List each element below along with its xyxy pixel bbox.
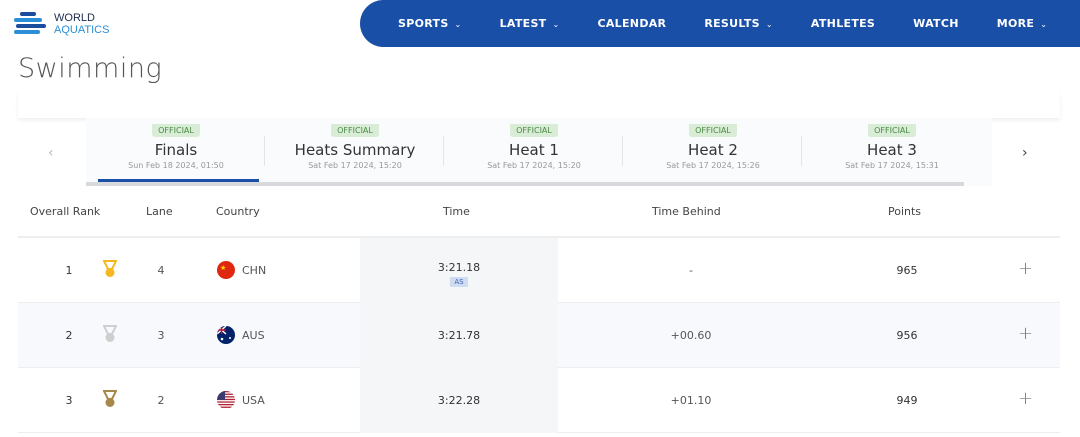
expand-plus-icon[interactable]: + (1018, 258, 1034, 279)
divider (18, 236, 1060, 238)
header: WORLD AQUATICS SPORTS ⌄ LATEST ⌄ CALENDAR RESU… (0, 0, 1080, 47)
official-badge: OFFICIAL (868, 124, 916, 137)
logo-line2: AQUATICS (54, 24, 110, 36)
header-country[interactable]: Country (216, 205, 260, 218)
time: 3:22.28 (438, 394, 480, 407)
time-value: 3:22.28 (437, 394, 481, 407)
nav-calendar[interactable]: CALENDAR (598, 17, 667, 30)
official-badge: OFFICIAL (689, 124, 737, 137)
logo-line1: WORLD (54, 12, 95, 24)
tab-name: Heats Summary (294, 141, 416, 159)
country-code: CHN (242, 264, 267, 277)
silver-medal-icon (102, 325, 118, 343)
points: 965 (896, 264, 918, 277)
official-badge: OFFICIAL (510, 124, 558, 137)
header-lane[interactable]: Lane (146, 205, 173, 218)
active-tab-indicator (98, 179, 259, 182)
official-badge: OFFICIAL (331, 124, 379, 137)
rank: 1 (65, 264, 73, 277)
gold-medal-icon (102, 260, 118, 278)
points: 949 (896, 394, 918, 407)
nav-latest[interactable]: LATEST ⌄ (500, 17, 560, 30)
country-code: USA (242, 394, 265, 407)
nav-watch[interactable]: WATCH (913, 17, 959, 30)
tab-heats-summary[interactable]: OFFICIAL Heats Summary Sat Feb 17 2024, 15… (265, 118, 445, 180)
expand-plus-icon[interactable]: + (1018, 323, 1034, 344)
lane: 3 (157, 329, 165, 342)
header-time-behind[interactable]: Time Behind (652, 205, 721, 218)
chevron-down-icon: ⌄ (454, 20, 462, 29)
tabs-scrollbar[interactable] (86, 182, 964, 186)
tab-separator (443, 136, 444, 166)
tab-heat-2[interactable]: OFFICIAL Heat 2 Sat Feb 17 2024, 15:26 (623, 118, 803, 180)
official-badge: OFFICIAL (152, 124, 200, 137)
nav-athletes[interactable]: ATHLETES (811, 17, 875, 30)
rank: 3 (65, 394, 73, 407)
nav-label: ATHLETES (810, 17, 876, 30)
tab-heat-3[interactable]: OFFICIAL Heat 3 Sat Feb 17 2024, 15:31 (802, 118, 982, 180)
tab-finals[interactable]: OFFICIAL Finals Sun Feb 18 2024, 01:50 (86, 118, 266, 180)
tab-name: Heat 1 (509, 141, 559, 159)
main-nav: SPORTS ⌄ LATEST ⌄ CALENDAR RESULTS ⌄ ATHLETES WA… (360, 0, 1080, 47)
header-time[interactable]: Time (443, 205, 470, 218)
heat-tabs: OFFICIAL Finals Sun Feb 18 2024, 01:50 OFFI… (86, 118, 992, 186)
tab-date: Sat Feb 17 2024, 15:20 (308, 161, 402, 170)
nav-label: WATCH (913, 17, 959, 30)
flag-usa-icon (217, 391, 235, 409)
chevron-right-icon[interactable]: › (1022, 145, 1028, 161)
tab-date: Sun Feb 18 2024, 01:50 (128, 161, 224, 170)
svg-text:★: ★ (220, 264, 226, 272)
expand-plus-icon[interactable]: + (1018, 388, 1034, 409)
country-code: AUS (242, 329, 265, 342)
nav-more[interactable]: MORE ⌄ (997, 17, 1048, 30)
world-aquatics-logo[interactable]: WORLD AQUATICS (14, 10, 109, 38)
nav-label: CALENDAR (597, 17, 667, 30)
tab-separator (801, 136, 802, 166)
time-value: 3:21.78 (437, 329, 481, 342)
nav-label: MORE (996, 17, 1035, 30)
chevron-left-icon[interactable]: ‹ (48, 145, 54, 161)
nav-label: LATEST (499, 17, 547, 30)
nav-label: SPORTS (398, 17, 449, 30)
tab-separator (264, 136, 265, 166)
time-value: 3:21.18 (437, 261, 481, 274)
record-badge: AS (450, 277, 468, 287)
tab-name: Heat 2 (688, 141, 738, 159)
time: 3:21.18 AS (438, 261, 480, 287)
chevron-down-icon: ⌄ (1040, 20, 1048, 29)
lane: 4 (157, 264, 165, 277)
bronze-medal-icon (102, 390, 118, 408)
time: 3:21.78 (438, 329, 480, 342)
page-title: Swimming (18, 53, 163, 84)
nav-sports[interactable]: SPORTS ⌄ (398, 17, 462, 30)
rank: 2 (65, 329, 73, 342)
tab-date: Sat Feb 17 2024, 15:20 (487, 161, 581, 170)
tab-name: Finals (154, 141, 198, 159)
time-behind: +01.10 (670, 394, 712, 407)
tab-name: Heat 3 (867, 141, 917, 159)
nav-results[interactable]: RESULTS ⌄ (704, 17, 773, 30)
lane: 2 (157, 394, 165, 407)
flag-chn-icon: ★ (217, 261, 235, 279)
logo-icon (14, 10, 46, 38)
time-behind: +00.60 (670, 329, 712, 342)
flag-aus-icon (217, 326, 235, 344)
chevron-down-icon: ⌄ (552, 20, 560, 29)
tab-heat-1[interactable]: OFFICIAL Heat 1 Sat Feb 17 2024, 15:20 (444, 118, 624, 180)
points: 956 (896, 329, 918, 342)
header-rank[interactable]: Overall Rank (30, 205, 101, 218)
filter-card (18, 92, 1060, 118)
nav-label: RESULTS (704, 17, 760, 30)
chevron-down-icon: ⌄ (765, 20, 773, 29)
time-column-highlight (360, 238, 558, 433)
tab-date: Sat Feb 17 2024, 15:31 (845, 161, 939, 170)
tab-date: Sat Feb 17 2024, 15:26 (666, 161, 760, 170)
tab-separator (622, 136, 623, 166)
header-points[interactable]: Points (888, 205, 922, 218)
time-behind: - (689, 264, 693, 277)
